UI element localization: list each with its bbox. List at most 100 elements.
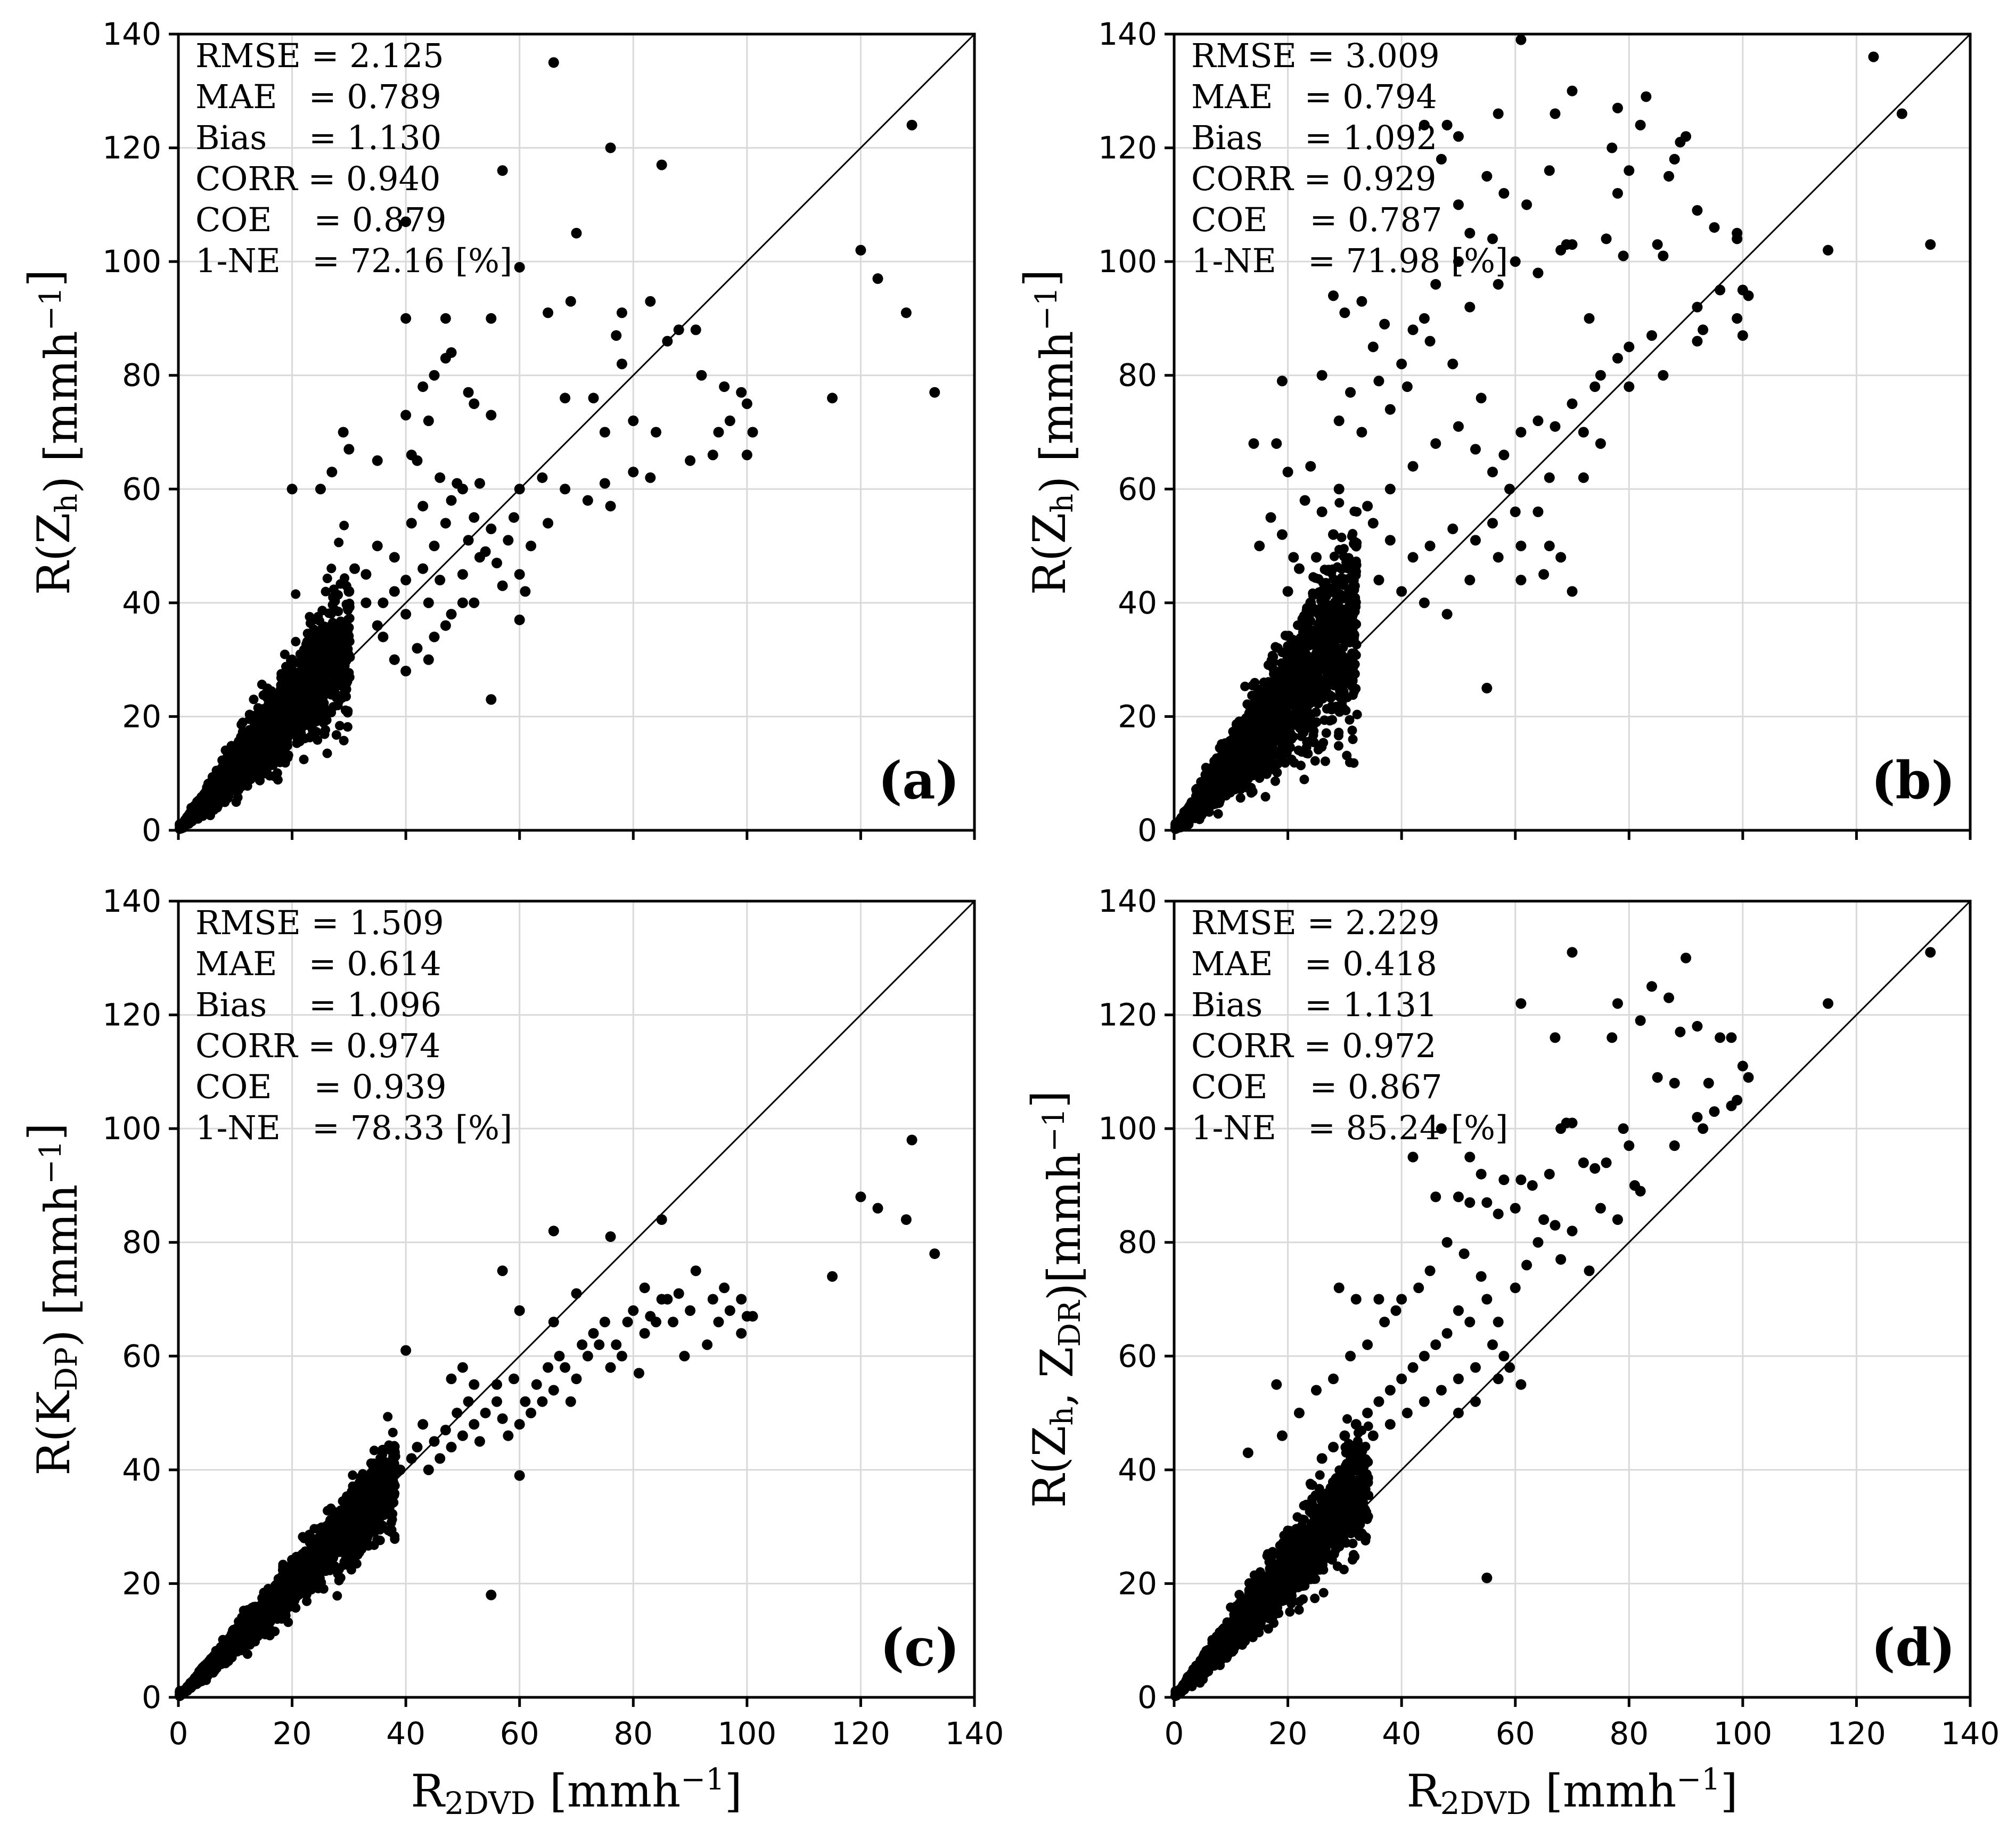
- data-point: [435, 575, 446, 586]
- data-point: [707, 449, 718, 461]
- data-point: [1321, 728, 1331, 738]
- data-point: [1308, 572, 1318, 582]
- data-point: [389, 552, 400, 563]
- data-point: [429, 370, 440, 381]
- data-point: [287, 655, 297, 665]
- data-point: [1346, 600, 1356, 610]
- data-point: [178, 821, 189, 831]
- data-point: [1347, 648, 1357, 658]
- data-point: [1303, 622, 1313, 632]
- data-point: [491, 558, 502, 569]
- data-point: [246, 748, 256, 758]
- data-point: [656, 159, 667, 170]
- data-point: [571, 227, 582, 239]
- data-point: [1350, 659, 1360, 669]
- data-point: [412, 455, 423, 466]
- data-point: [1304, 631, 1314, 641]
- data-point: [207, 796, 217, 806]
- data-point: [486, 313, 497, 324]
- data-point: [400, 410, 412, 421]
- data-point: [1332, 562, 1342, 572]
- data-point: [340, 705, 350, 715]
- data-point: [1348, 610, 1358, 620]
- data-point: [332, 645, 342, 655]
- data-point: [334, 537, 344, 547]
- data-point: [1320, 756, 1330, 766]
- data-point: [616, 358, 627, 370]
- data-point: [255, 749, 265, 759]
- data-point: [469, 398, 480, 410]
- data-point: [423, 597, 434, 608]
- data-point: [417, 501, 429, 512]
- data-point: [378, 631, 389, 642]
- data-point: [651, 427, 661, 438]
- y-axis-title-part: h: [50, 494, 84, 513]
- data-point: [309, 615, 319, 625]
- data-point: [291, 636, 301, 647]
- stat-line: MAE = 0.789: [195, 77, 441, 116]
- data-point: [560, 484, 571, 495]
- data-point: [514, 484, 525, 495]
- y-tick-label: 40: [122, 585, 161, 621]
- data-point: [281, 721, 291, 731]
- data-point: [599, 427, 610, 438]
- data-point: [295, 666, 305, 676]
- data-point: [389, 654, 400, 665]
- y-axis-title-part: ) [mmh: [35, 331, 87, 494]
- data-point: [486, 694, 497, 705]
- data-point: [685, 455, 696, 466]
- data-point: [265, 771, 275, 781]
- data-point: [267, 751, 277, 761]
- data-point: [417, 381, 429, 393]
- data-point: [1311, 707, 1321, 717]
- data-point: [611, 330, 622, 341]
- data-point: [463, 535, 474, 546]
- data-point: [406, 518, 417, 529]
- data-point: [565, 296, 576, 307]
- data-point: [440, 518, 451, 529]
- data-point: [1333, 741, 1343, 751]
- data-point: [1348, 734, 1358, 745]
- data-point: [289, 723, 299, 733]
- data-point: [855, 244, 866, 256]
- data-point: [429, 541, 440, 552]
- y-tick-label: 0: [142, 812, 161, 848]
- data-point: [645, 472, 656, 483]
- data-point: [255, 775, 265, 786]
- data-point: [322, 574, 332, 584]
- data-point: [906, 119, 917, 130]
- data-point: [345, 602, 355, 612]
- data-point: [187, 810, 197, 820]
- data-point: [272, 740, 282, 750]
- y-axis-title-part: ]: [19, 269, 71, 287]
- data-point: [1334, 728, 1344, 738]
- data-point: [1303, 749, 1313, 759]
- data-point: [273, 698, 283, 708]
- data-point: [280, 649, 290, 659]
- data-point: [307, 701, 317, 711]
- data-point: [469, 597, 480, 608]
- data-point: [339, 520, 349, 530]
- data-point: [247, 738, 257, 748]
- data-point: [696, 370, 707, 381]
- data-point: [360, 597, 372, 608]
- data-point: [1235, 793, 1245, 803]
- data-point: [690, 324, 701, 336]
- data-point: [310, 653, 321, 664]
- data-point: [1275, 750, 1285, 761]
- stat-line: COE = 0.879: [195, 200, 447, 239]
- data-point: [327, 600, 338, 610]
- stat-line: CORR = 0.940: [195, 159, 441, 198]
- y-tick-label: 20: [122, 698, 161, 734]
- data-point: [827, 393, 838, 404]
- data-point: [339, 735, 349, 746]
- data-point: [543, 307, 554, 318]
- panel-label: (a): [878, 750, 960, 811]
- data-point: [400, 609, 412, 620]
- data-point: [317, 606, 327, 616]
- data-point: [249, 719, 259, 729]
- data-point: [338, 427, 349, 438]
- data-point: [537, 472, 548, 483]
